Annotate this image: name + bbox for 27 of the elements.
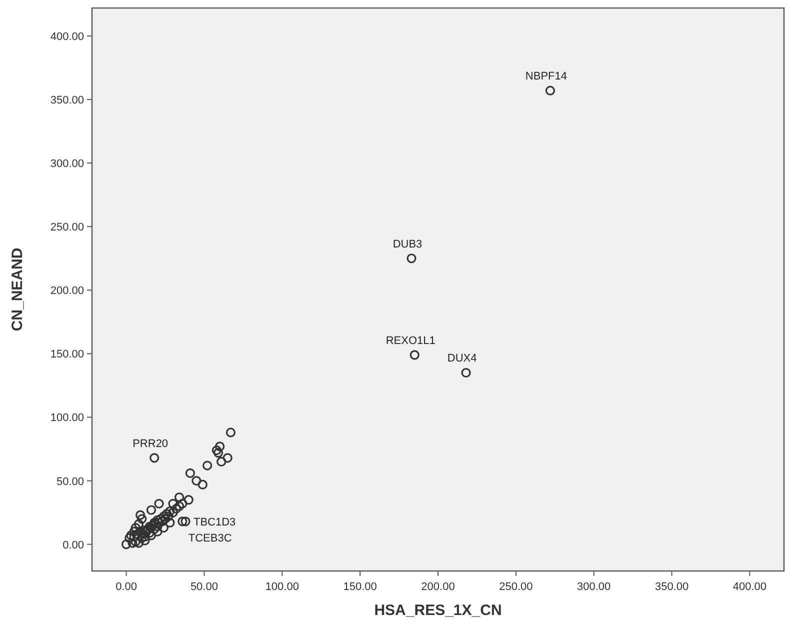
y-tick-label: 400.00 xyxy=(50,30,84,43)
x-tick-label: 350.00 xyxy=(654,581,689,593)
y-tick-label: 300.00 xyxy=(50,158,84,170)
x-tick-label: 250.00 xyxy=(499,581,533,593)
annotation: PRR20 xyxy=(132,438,168,450)
x-tick-label: 400.00 xyxy=(732,581,767,593)
x-tick-label: 300.00 xyxy=(577,581,611,593)
x-tick-label: 0.00 xyxy=(116,581,137,593)
annotation: DUX4 xyxy=(447,352,477,365)
annotation: TCEB3C xyxy=(188,532,232,544)
annotation: DUB3 xyxy=(392,238,422,250)
y-tick-label: 350.00 xyxy=(50,94,84,107)
x-tick-label: 200.00 xyxy=(421,581,455,593)
annotation: NBPF14 xyxy=(525,70,568,83)
x-tick-label: 150.00 xyxy=(343,581,377,593)
y-axis-title: CN_NEAND xyxy=(9,248,26,332)
y-tick-label: 150.00 xyxy=(50,348,84,361)
x-axis-title: HSA_RES_1X_CN xyxy=(374,602,502,619)
y-tick-label: 0.00 xyxy=(62,539,84,552)
y-tick-label: 100.00 xyxy=(50,412,84,424)
annotation: TBC1D3 xyxy=(194,516,236,528)
x-tick-label: 50.00 xyxy=(190,581,218,593)
annotation: REXO1L1 xyxy=(386,334,436,347)
y-tick-label: 200.00 xyxy=(50,285,84,298)
y-tick-label: 50.00 xyxy=(56,476,84,488)
y-tick-label: 250.00 xyxy=(50,222,84,234)
x-tick-label: 100.00 xyxy=(265,581,299,593)
